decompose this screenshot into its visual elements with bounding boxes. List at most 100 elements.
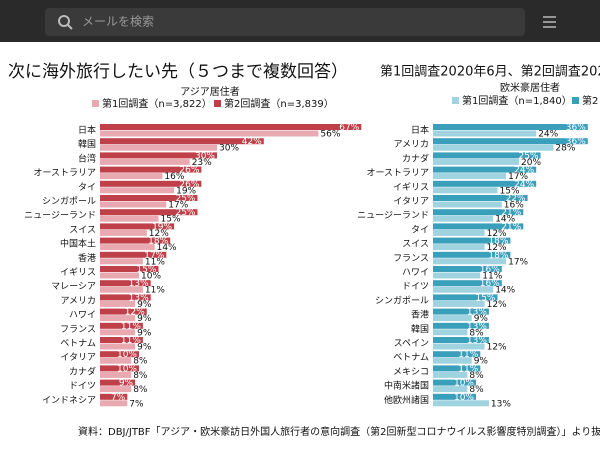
legend-label: 第2回調査（n=3,839） (224, 97, 334, 110)
value-label: 26% (179, 166, 199, 176)
value-label: 18% (148, 237, 168, 247)
bar (433, 229, 485, 236)
bar (100, 272, 139, 279)
value-label: 25% (518, 151, 538, 161)
value-label: 9% (119, 379, 134, 389)
category-label: アメリカ (393, 139, 429, 150)
value-label: 30% (195, 151, 215, 161)
bar (433, 272, 481, 279)
category-label: 中南米諸国 (384, 380, 429, 392)
bar (433, 237, 511, 244)
bar (100, 266, 159, 272)
value-label: 11% (458, 364, 478, 374)
category-label: スペイン (394, 339, 429, 349)
category-label: メキシコ (393, 367, 429, 377)
category-label: カナダ (402, 152, 429, 164)
bar (433, 258, 507, 265)
value-label: 16% (504, 201, 524, 211)
bar (433, 130, 537, 137)
bar (100, 244, 155, 251)
bar (433, 300, 485, 307)
bar (433, 308, 489, 315)
bar (100, 124, 362, 130)
category-label: アメリカ (60, 295, 96, 306)
value-label: 11% (145, 257, 165, 267)
bar (100, 379, 136, 386)
bar (100, 237, 171, 244)
category-label: 他欧州諸国 (384, 394, 429, 406)
value-label: 12% (149, 229, 169, 239)
category-label: シンガポール (375, 295, 429, 306)
bar (433, 322, 489, 329)
legend-swatch (214, 100, 221, 107)
search-icon[interactable] (58, 15, 70, 27)
value-label: 24% (514, 166, 534, 176)
bar (100, 386, 132, 393)
value-label: 67% (339, 123, 359, 133)
value-label: 9% (474, 314, 489, 324)
value-label: 11% (482, 272, 502, 282)
category-label: イギリス (393, 182, 429, 193)
bar (433, 386, 468, 393)
value-label: 24% (538, 130, 558, 140)
value-label: 22% (506, 194, 526, 204)
category-label: 韓国 (411, 324, 429, 335)
bar (433, 223, 524, 230)
value-label: 8% (133, 371, 148, 381)
bar (100, 393, 128, 400)
category-label: イタリア (393, 196, 429, 207)
value-label: 9% (137, 328, 152, 338)
panel-title: アジア居住者 (180, 85, 240, 98)
category-label: スイス (402, 240, 429, 250)
source: 資料：DBJ/JTBF「アジア・欧米豪訪日外国人旅行者の意向調査（第2回新型コロ… (78, 425, 600, 438)
filter-icon[interactable] (543, 16, 556, 28)
value-label: 16% (164, 172, 184, 182)
search-box[interactable] (45, 8, 525, 36)
bar (100, 357, 132, 364)
subtitle: 第1回調査2020年6月、第2回調査202 (380, 65, 600, 80)
value-label: 17% (168, 201, 188, 211)
legend-label: 第1回調査（n=1,840） (462, 94, 572, 107)
value-label: 19% (152, 222, 172, 232)
bar (100, 280, 151, 287)
bar (100, 343, 136, 350)
bar (433, 294, 498, 301)
bar (433, 187, 498, 194)
bar (433, 329, 468, 336)
bar (433, 166, 537, 173)
bar (433, 393, 476, 400)
bar (100, 229, 147, 236)
bar (433, 201, 502, 208)
bar (433, 195, 528, 201)
category-label: ベトナム (60, 338, 96, 349)
value-label: 18% (488, 237, 508, 247)
value-label: 11% (145, 286, 165, 296)
category-label: ハワイ (69, 311, 96, 321)
bar (100, 223, 175, 230)
bar (100, 152, 217, 159)
value-label: 9% (137, 343, 152, 353)
bar (100, 144, 217, 151)
value-label: 16% (480, 279, 500, 289)
value-label: 11% (121, 336, 141, 346)
bar (433, 337, 489, 343)
value-label: 12% (487, 243, 507, 253)
value-label: 8% (133, 385, 148, 395)
bar (100, 209, 198, 216)
value-label: 14% (495, 215, 515, 225)
bar (433, 266, 502, 272)
value-label: 20% (521, 158, 541, 168)
bar (433, 173, 507, 180)
value-label: 28% (555, 144, 575, 154)
value-label: 14% (157, 243, 177, 253)
bar (433, 215, 494, 222)
value-label: 19% (176, 186, 196, 196)
value-label: 9% (137, 314, 152, 324)
legend-label: 第1回調査（n=3,822） (102, 97, 212, 110)
category-label: マレーシア (51, 282, 96, 292)
category-label: ベトナム (393, 352, 429, 363)
bar (433, 244, 485, 251)
value-label: 15% (136, 265, 156, 275)
value-label: 10% (454, 393, 474, 403)
